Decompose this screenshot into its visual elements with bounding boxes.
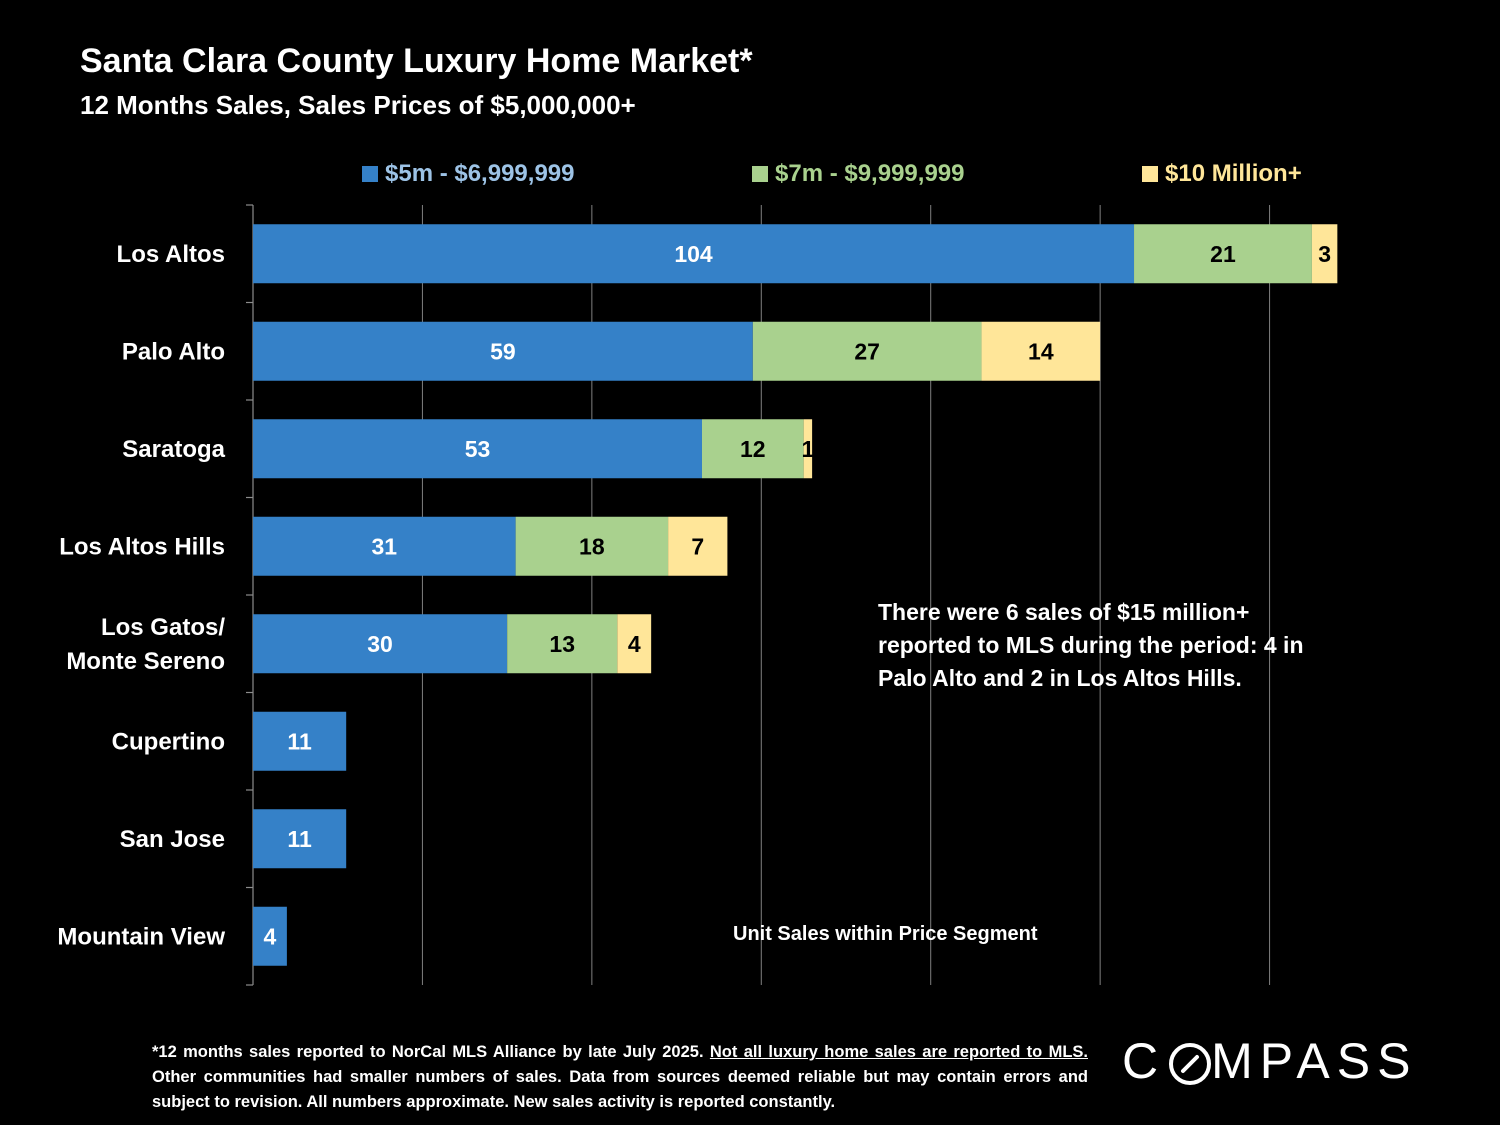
- footnote: *12 months sales reported to NorCal MLS …: [152, 1040, 1088, 1115]
- data-label: 3: [1318, 241, 1331, 267]
- footnote-part1: *12 months sales reported to NorCal MLS …: [152, 1043, 710, 1061]
- bar-segment: [507, 614, 618, 674]
- x-axis-label: Unit Sales within Price Segment: [733, 923, 1038, 945]
- logo-o-mark: ​: [1165, 1032, 1212, 1090]
- legend-swatch-blue: [362, 166, 378, 182]
- bar-segment: [253, 419, 702, 479]
- data-label: 11: [287, 826, 312, 852]
- bar-segment: [981, 321, 1101, 381]
- bar-segment: [253, 516, 516, 576]
- bar-segment: [253, 906, 287, 966]
- category-label: Cupertino: [112, 728, 225, 755]
- legend-label-5m-7m: $5m - $6,999,999: [385, 160, 575, 187]
- category-label: Saratoga: [122, 436, 225, 463]
- chart-subtitle: 12 Months Sales, Sales Prices of $5,000,…: [80, 90, 636, 120]
- category-label: Los Altos Hills: [59, 533, 225, 560]
- bar-segment: [1134, 224, 1312, 284]
- footnote-underlined: Not all luxury home sales are reported t…: [709, 1043, 1088, 1061]
- data-label: 11: [287, 728, 312, 754]
- footnote-part2: Other communities had smaller numbers of…: [152, 1068, 1088, 1111]
- bar-segment: [1311, 224, 1338, 284]
- category-label: San Jose: [120, 826, 225, 853]
- data-label: 30: [367, 631, 393, 657]
- annotation-15m-sales: There were 6 sales of $15 million+ repor…: [878, 599, 1304, 691]
- logo-text-end: MPASS: [1211, 1033, 1418, 1089]
- bar-segment: [253, 224, 1135, 284]
- legend-item-10m-plus: $10 Million+: [1142, 160, 1302, 188]
- data-label: 104: [674, 241, 713, 267]
- data-label: 7: [691, 533, 704, 559]
- bar-segment: [752, 321, 982, 381]
- category-label: Los Gatos/Monte Sereno: [66, 614, 225, 675]
- data-label: 53: [465, 436, 491, 462]
- logo-text-start: C: [1122, 1033, 1166, 1089]
- data-label: 12: [740, 436, 766, 462]
- data-label: 18: [579, 533, 605, 559]
- data-label: 14: [1028, 338, 1054, 364]
- data-label: 21: [1210, 241, 1236, 267]
- bar-segment: [253, 711, 347, 771]
- bar-segment: [668, 516, 728, 576]
- bar-segment: [253, 614, 508, 674]
- bar-segment: [253, 321, 753, 381]
- legend-label-7m-10m: $7m - $9,999,999: [775, 160, 965, 187]
- compass-o-icon: [1169, 1043, 1212, 1085]
- data-label: 13: [549, 631, 575, 657]
- category-label: Palo Alto: [122, 338, 225, 365]
- bar-segment: [803, 419, 813, 479]
- data-label: 4: [264, 923, 277, 949]
- compass-logo: C​MPASS: [1122, 1032, 1417, 1090]
- legend-item-7m-10m: $7m - $9,999,999: [752, 160, 964, 188]
- bar-segment: [253, 809, 347, 869]
- chart-title: Santa Clara County Luxury Home Market*: [80, 42, 753, 80]
- bar-segment: [701, 419, 804, 479]
- legend-swatch-yellow: [1142, 166, 1158, 182]
- category-label: Los Altos: [117, 241, 225, 268]
- bar-segment: [617, 614, 652, 674]
- data-label: 4: [628, 631, 641, 657]
- legend-item-5m-7m: $5m - $6,999,999: [362, 160, 574, 188]
- data-label: 59: [490, 338, 516, 364]
- data-label: 31: [372, 533, 398, 559]
- category-label: Mountain View: [57, 923, 225, 950]
- data-label: 1: [801, 436, 814, 462]
- legend-label-10m-plus: $10 Million+: [1165, 160, 1302, 187]
- bar-segment: [515, 516, 669, 576]
- data-label: 27: [854, 338, 880, 364]
- legend-swatch-green: [752, 166, 768, 182]
